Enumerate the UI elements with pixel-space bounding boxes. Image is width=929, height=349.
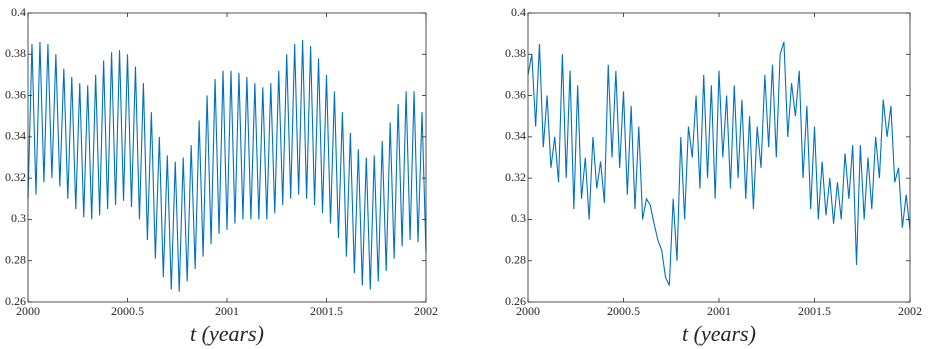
data-line [27, 39, 427, 292]
y-tick-label: 0.4 [11, 5, 26, 19]
y-tick-label: 0.32 [505, 170, 526, 184]
x-tick-label: 2000 [516, 304, 540, 318]
x-tick-label: 2001 [707, 304, 731, 318]
y-tick-label: 0.34 [5, 129, 26, 143]
y-tick-label: 0.28 [505, 252, 526, 266]
x-tick-label: 2000 [16, 304, 40, 318]
y-tick-label: 0.34 [505, 129, 526, 143]
y-tick-label: 0.36 [5, 87, 26, 101]
y-tick-label: 0.3 [511, 211, 526, 225]
data-line [527, 41, 911, 286]
y-tick-label: 0.4 [511, 5, 526, 19]
x-tick-label: 2002 [414, 304, 438, 318]
y-tick-label: 0.38 [505, 46, 526, 60]
axes-background [28, 13, 426, 302]
x-tick-label: 2001.5 [798, 304, 831, 318]
y-tick-label: 0.36 [505, 87, 526, 101]
x-tick-label: 2000.5 [607, 304, 640, 318]
y-tick-label: 0.28 [5, 252, 26, 266]
y-tick-label: 0.32 [5, 170, 26, 184]
y-tick-label: 0.26 [505, 294, 526, 308]
y-tick-label: 0.38 [5, 46, 26, 60]
x-axis-label: t (years) [682, 321, 756, 346]
y-tick-label: 0.26 [5, 294, 26, 308]
x-axis-label: t (years) [190, 321, 264, 346]
x-tick-label: 2001 [215, 304, 239, 318]
x-tick-label: 2002 [898, 304, 922, 318]
x-tick-label: 2000.5 [111, 304, 144, 318]
y-tick-label: 0.3 [11, 211, 26, 225]
x-tick-label: 2001.5 [310, 304, 343, 318]
